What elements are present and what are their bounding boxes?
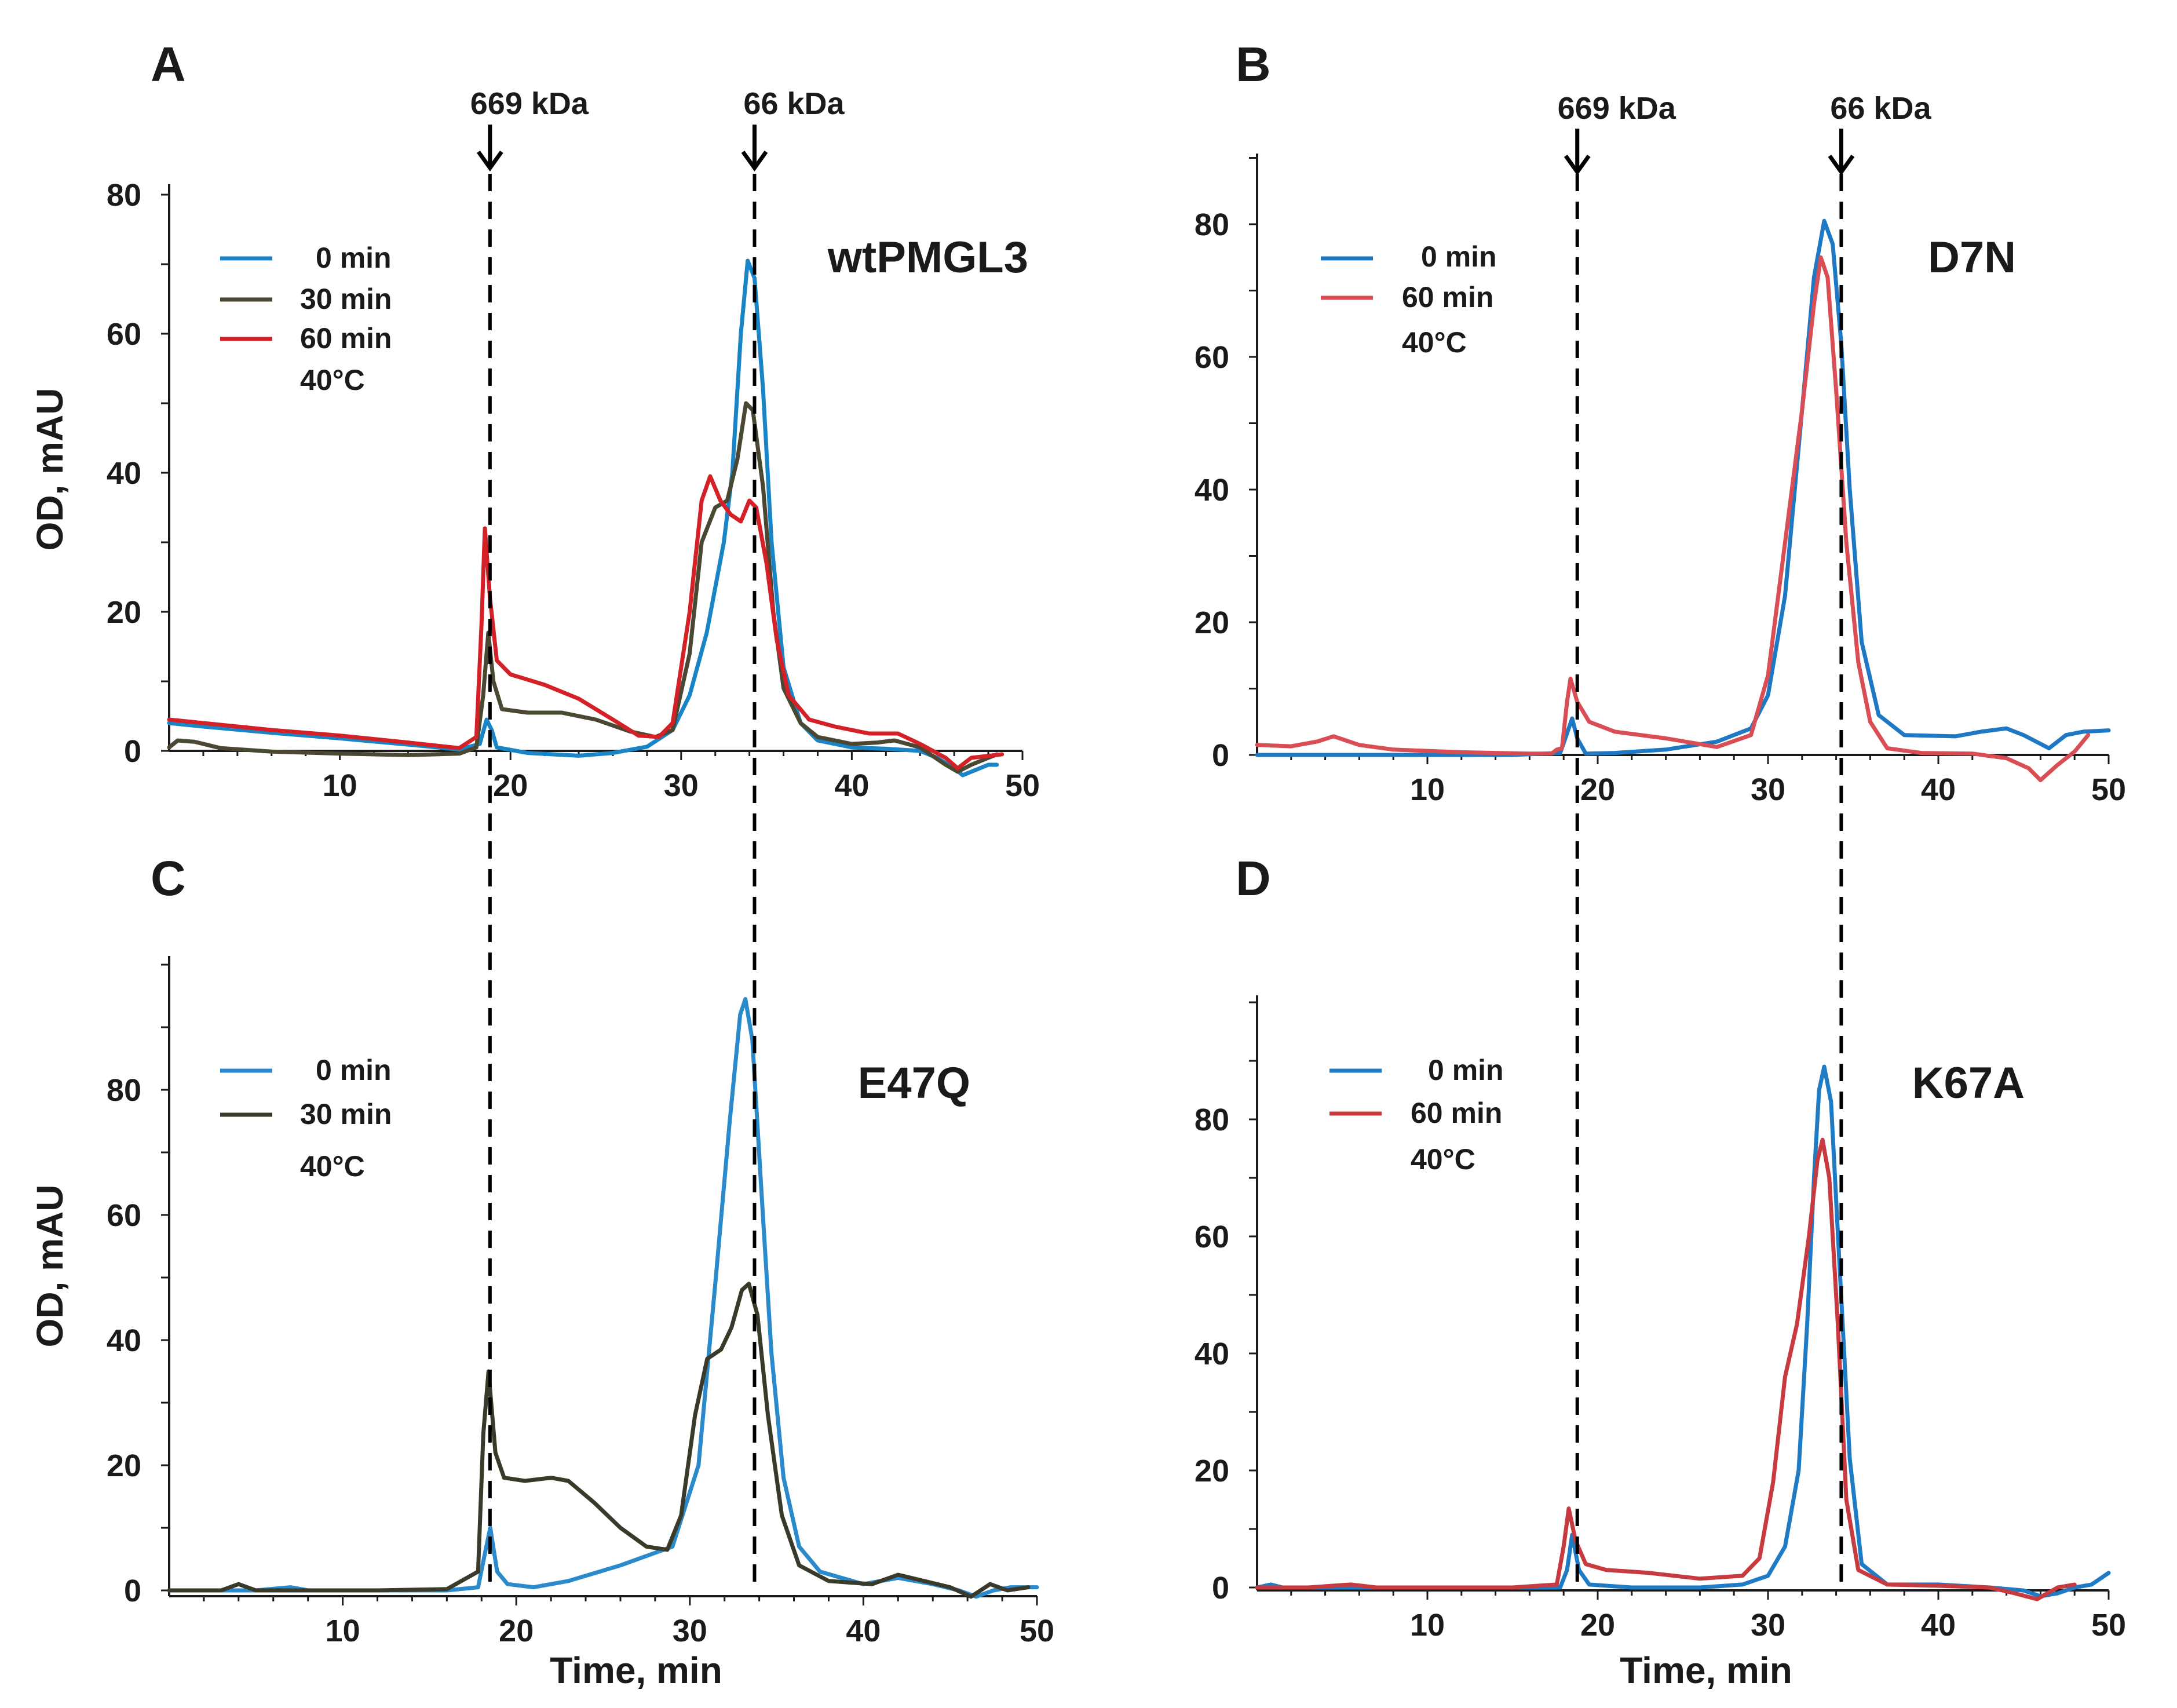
y-tick-label: 80 [107,1073,141,1108]
x-tick-label: 40 [1921,772,1956,807]
legend-label: 30 min [300,1098,392,1130]
y-tick-label: 60 [107,1198,141,1233]
y-tick-label: 0 [124,734,141,769]
x-axis-title: Time, min [1620,1649,1792,1691]
panel-a: A OD, mAU wtPMGL3 0 min 30 min 60 min 40… [29,37,1040,803]
marker-arrowhead [1828,154,1855,176]
x-tick-label: 30 [664,768,699,803]
x-tick-label: 50 [2091,772,2126,807]
plot-area: 0 20 40 60 80 10 20 30 40 50 [1195,995,2126,1643]
sample-label: wtPMGL3 [827,233,1028,282]
legend: 0 min 30 min 40°C [220,1054,392,1183]
x-tick-label: 20 [499,1614,534,1648]
marker-label: 669 kDa [470,86,589,121]
series-line [1255,1137,2077,1601]
legend: 0 min 60 min 40°C [1321,240,1497,359]
legend-note: 40°C [300,364,365,396]
x-tick-label: 50 [1020,1614,1054,1648]
legend: 0 min 30 min 60 min 40°C [220,242,392,396]
sample-label: D7N [1928,233,2016,282]
y-tick-label: 80 [1195,207,1229,242]
x-tick-label: 10 [1410,1608,1445,1643]
legend-label: 0 min [1428,1054,1504,1086]
marker-arrowhead [1564,154,1591,176]
y-tick-label: 0 [124,1574,141,1608]
marker-arrowhead [741,150,768,172]
y-tick-label: 40 [107,1323,141,1358]
x-tick-label: 40 [834,768,869,803]
series-line [167,997,1039,1599]
y-tick-label: 60 [1195,1220,1229,1254]
x-tick-label: 10 [1410,772,1445,807]
legend-label: 0 min [316,1054,392,1086]
panel-letter: D [1236,851,1271,906]
marker-arrowhead [476,150,503,172]
x-tick-label: 30 [1751,1608,1785,1643]
marker-label: 66 kDa [743,86,845,121]
y-axis-title: OD, mAU [29,1185,71,1348]
size-marker-669: 669 kDa [1558,91,1676,176]
x-tick-label: 20 [1580,1608,1615,1643]
series-line [1255,255,2091,782]
y-tick-label: 20 [1195,605,1229,640]
plot-area: 0 20 40 60 80 10 20 30 40 50 [1195,154,2126,807]
series-line [167,1282,1031,1599]
y-tick-label: 40 [1195,1337,1229,1371]
legend-label: 60 min [1402,281,1493,313]
y-tick-label: 60 [107,317,141,352]
legend-label: 60 min [1411,1097,1502,1129]
y-tick-label: 20 [107,1448,141,1483]
legend-note: 40°C [1402,326,1467,359]
x-tick-label: 10 [326,1614,360,1648]
y-tick-label: 20 [1195,1454,1229,1488]
panel-c: C OD, mAU Time, min E47Q 0 min 30 min 40… [29,851,1054,1691]
y-tick-label: 80 [1195,1103,1229,1137]
series-line [167,474,1005,771]
sample-label: E47Q [858,1059,970,1108]
plot-area: 0 20 40 60 80 10 20 30 40 50 [107,178,1040,803]
y-tick-label: 40 [107,456,141,491]
series-line [167,401,999,774]
sample-label: K67A [1912,1059,2025,1108]
legend-note: 40°C [300,1150,365,1183]
y-tick-label: 0 [1212,738,1229,773]
legend: 0 min 60 min 40°C [1329,1054,1504,1176]
y-axis-title: OD, mAU [29,388,71,551]
x-tick-label: 30 [1751,772,1785,807]
panel-b: B D7N 0 min 60 min 40°C 669 kDa 66 kDa 0… [1195,37,2126,807]
x-tick-label: 50 [2091,1608,2126,1643]
size-marker-669: 669 kDa [470,86,589,172]
y-tick-label: 0 [1212,1571,1229,1605]
x-tick-label: 50 [1005,768,1040,803]
x-tick-label: 40 [846,1614,881,1648]
size-marker-guides [488,174,1843,1587]
plot-area: 0 20 40 60 80 10 20 30 40 50 [107,956,1054,1648]
size-marker-66: 66 kDa [1828,91,1931,176]
size-marker-66: 66 kDa [741,86,845,172]
panel-letter: A [151,37,186,92]
panel-letter: B [1236,37,1271,92]
y-tick-label: 60 [1195,340,1229,375]
legend-label: 60 min [300,322,392,355]
x-axis-title: Time, min [550,1649,722,1691]
x-tick-label: 20 [1580,772,1615,807]
legend-note: 40°C [1411,1143,1475,1176]
legend-label: 30 min [300,283,392,315]
x-tick-label: 40 [1921,1608,1956,1643]
marker-label: 669 kDa [1558,91,1676,126]
legend-label: 0 min [1421,240,1497,273]
panel-d: D Time, min K67A 0 min 60 min 40°C 0 20 40… [1195,851,2126,1691]
y-tick-label: 20 [107,595,141,630]
y-tick-label: 40 [1195,473,1229,508]
y-tick-label: 80 [107,178,141,213]
panel-letter: C [151,851,186,906]
x-tick-label: 20 [493,768,528,803]
x-tick-label: 10 [323,768,357,803]
legend-label: 0 min [316,242,392,274]
x-tick-label: 30 [673,1614,707,1648]
marker-label: 66 kDa [1830,91,1931,126]
